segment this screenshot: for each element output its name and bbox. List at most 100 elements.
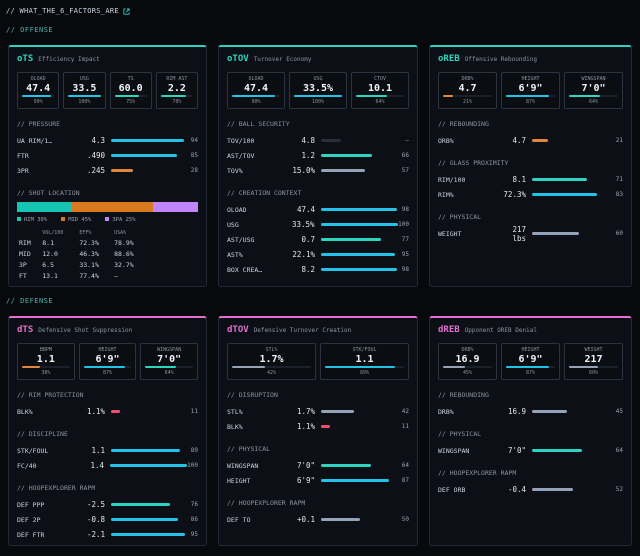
stat-label: CTOV [373,76,387,82]
metric-bar [321,154,373,157]
metric-value: 4.7 [512,136,526,145]
table-row: 3P 6.5 33.1% 32.7% [17,259,147,270]
card-title: dTOV [227,325,249,335]
stat-value: 33.5% [302,83,334,94]
metric-bar-track [321,268,399,271]
metric-row: USG 33.5% 100 [227,217,409,232]
metric-bar-track [321,139,399,142]
metric-label: BLK% [17,407,33,416]
metric-bar [320,223,399,226]
stat-bar-track [294,95,342,97]
stat-bar [160,95,186,97]
metric-value: 0.7 [301,235,315,244]
stat-pct: 90% [33,99,43,105]
metric-pct: 52 [615,486,623,493]
stat-bar-track [68,95,101,97]
metric-bar-track [111,449,189,452]
metric-bar [321,139,341,142]
metric-label: RIM% [438,190,454,199]
card-header: oTOV Turnover Economy [227,54,409,64]
metric-label: BOX CREA… [227,265,263,274]
stack-segment [152,202,198,212]
card-header: oREB Offensive Rebounding [438,54,623,64]
table-cell: 8.1 [42,238,55,247]
stack-segment [71,202,153,212]
stat-bar [232,95,276,97]
metric-bar [532,449,582,452]
table-cell: FT [19,271,27,280]
table-cell: MID [19,249,31,258]
metric-value: -2.5 [86,500,105,509]
metric-label: TOV/100 [227,136,255,145]
legend-item: 3PA 25% [105,217,136,223]
legend-label: 3PA 25% [112,217,136,223]
metric-bar [321,238,382,241]
group-heading: // HOOPEXPLORER RAPM [227,499,306,507]
metric-value: 1.4 [90,461,105,470]
stat-bar-track [22,366,70,368]
stat-pct: 38% [41,370,51,376]
metric-bar [321,169,366,172]
stat-value: 47.4 [243,83,269,94]
group-heading: // BALL SECURITY [227,120,290,128]
stat-bar-track [569,366,618,368]
metric-bar [111,169,133,172]
metric-pct: 95 [190,531,198,538]
metric-bar-track [111,518,189,521]
card-title: oTS [17,54,34,64]
stat-boxes: STL% 1.7% 42% STK/FOUL 1.1 89% [227,343,409,380]
metric-bar [111,410,120,413]
stat-value: 33.5 [72,83,97,94]
metric-bar [532,178,588,181]
metric-row: WINGSPAN 7'0" 64 [438,443,623,458]
table-row: FT 13.1 77.4% — [17,270,147,281]
metric-value: 7'0" [507,446,526,455]
stat-bar [569,366,599,368]
card-subtitle: Turnover Economy [253,56,312,63]
metric-value: 4.8 [301,136,315,145]
stat-value: 1.1 [36,354,55,365]
stat-value: 6'9" [95,354,120,365]
stat-boxes: DRB% 16.9 45% HEIGHT 6'9" 87% WEIGHT 217 60% [438,343,623,380]
metric-bar [321,208,398,211]
shot-stack [17,202,198,212]
metric-value: 47.4 [296,205,315,214]
metric-row: HEIGHT 6'9" 87 [227,473,409,488]
table-cell: 78.9% [114,238,134,247]
metric-bar [321,410,354,413]
page-header: // WHAT_THE_6_FACTORS_ARE [6,7,130,15]
table-row: MID 12.0 46.3% 88.6% [17,248,147,259]
metric-label: DRB% [438,407,454,416]
metric-row: AST/USG 0.7 77 [227,232,409,247]
metric-bar-track [321,238,399,241]
stat-boxes: BBPM 1.1 38% HEIGHT 6'9" 87% WINGSPAN 7'0" 64% [17,343,199,380]
metric-label: DEF PPP [17,500,45,509]
metric-value: 1.7% [296,407,315,416]
metric-row: OLOAD 47.4 98 [227,202,409,217]
stat-bar [68,95,101,97]
stat-label: WINGSPAN [157,347,182,353]
metric-value: 1.1 [91,446,105,455]
stat-bar [356,95,387,97]
metric-row: TOV/100 4.8 — [227,133,409,148]
metric-bar [532,488,573,491]
stat-value: 2.2 [167,83,186,94]
metric-bar-track [532,178,610,181]
metric-value: -2.1 [86,530,105,539]
metric-value: 72.3% [503,190,526,199]
group-heading: // PRESSURE [17,120,61,128]
link-icon[interactable] [123,7,130,15]
metric-row: AST/TOV 1.2 66 [227,148,409,163]
stack-legend: RIM 30% MID 45% 3PA 25% [17,217,198,223]
metric-pct: 100 [187,462,199,469]
stat-pct: 21% [462,99,473,105]
table-cell: RIM [19,238,31,247]
stat-bar [114,95,139,97]
stat-value: 7'0" [157,354,182,365]
group-heading: // PHYSICAL [438,213,482,221]
stat-bar [443,95,454,97]
metric-pct: 100 [398,221,409,228]
stat-label: OLOAD [248,76,264,82]
